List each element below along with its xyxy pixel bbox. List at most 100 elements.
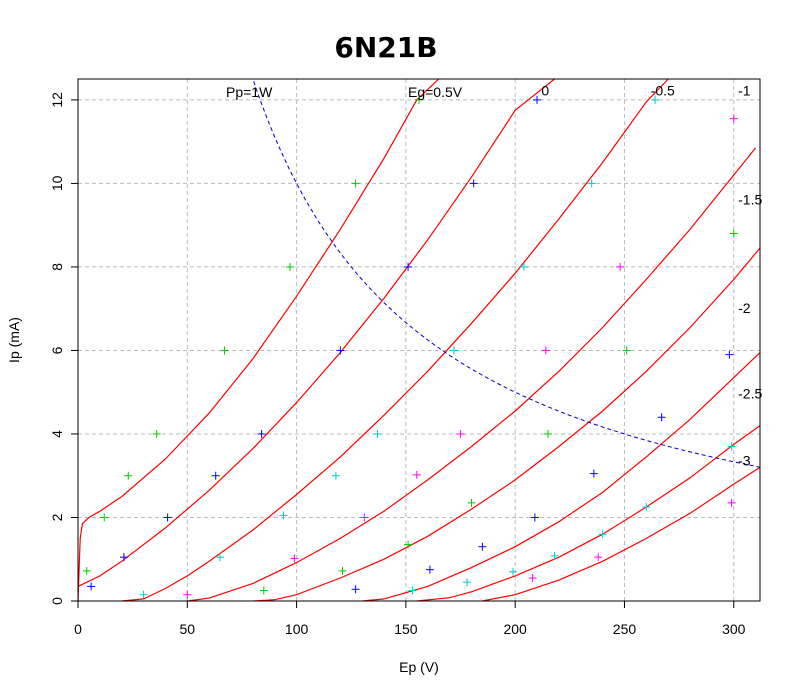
y-tick-label: 10 (49, 175, 65, 191)
measured-point (622, 346, 631, 355)
measured-point (373, 429, 382, 438)
x-tick-label: 100 (285, 621, 309, 637)
measured-point (290, 554, 299, 563)
grid-lines (77, 79, 760, 602)
plate-curve (78, 79, 440, 601)
plate-curve (78, 79, 555, 587)
y-tick-label: 0 (49, 597, 65, 605)
measured-point (404, 262, 413, 271)
measured-point (279, 511, 288, 520)
chart-title: 6N21B (334, 31, 437, 64)
measured-point (220, 346, 229, 355)
measured-point (351, 585, 360, 594)
x-axis-ticks: 0 50 100 150 200 250 300 (74, 601, 746, 637)
measured-point (657, 413, 666, 422)
curve-label: -1.5 (738, 191, 762, 207)
measured-point (82, 566, 91, 575)
measured-point (463, 578, 472, 587)
plate-curves (78, 79, 760, 601)
measured-points (82, 95, 738, 599)
measured-point (651, 95, 660, 104)
power-limit-curve (252, 79, 760, 468)
measured-point (727, 498, 736, 507)
plate-curve (252, 247, 760, 601)
measured-point (456, 429, 465, 438)
measured-point (360, 513, 369, 522)
measured-point (211, 471, 220, 480)
measured-point (259, 586, 268, 595)
x-tick-label: 200 (503, 621, 527, 637)
measured-point (257, 429, 266, 438)
measured-point (727, 442, 736, 451)
measured-point (594, 553, 603, 562)
measured-point (286, 262, 295, 271)
plate-curve (416, 425, 760, 601)
measured-point (100, 513, 109, 522)
y-tick-label: 2 (49, 513, 65, 521)
measured-point (541, 346, 550, 355)
measured-point (519, 262, 528, 271)
measured-point (469, 179, 478, 188)
measured-point (729, 229, 738, 238)
measured-point (163, 513, 172, 522)
measured-point (725, 350, 734, 359)
measured-point (338, 566, 347, 575)
measured-point (530, 513, 539, 522)
curve-label: -2 (738, 300, 751, 316)
measured-point (124, 471, 133, 480)
plate-curve (362, 352, 760, 601)
measured-point (550, 551, 559, 560)
measured-point (543, 429, 552, 438)
plate-curve (482, 466, 760, 601)
measured-point (331, 471, 340, 480)
measured-point (408, 586, 417, 595)
measured-point (425, 565, 434, 574)
measured-point (587, 179, 596, 188)
y-tick-label: 8 (49, 263, 65, 271)
curve-label: -3 (738, 452, 751, 468)
measured-point (87, 582, 96, 591)
measured-point (412, 470, 421, 479)
measured-point (508, 567, 517, 576)
x-tick-label: 300 (722, 621, 746, 637)
measured-point (467, 498, 476, 507)
x-tick-label: 50 (180, 621, 196, 637)
curve-label: -0.5 (651, 83, 675, 99)
measured-point (152, 429, 161, 438)
curve-label: -1 (738, 83, 751, 99)
measured-point (616, 262, 625, 271)
plate-curve (121, 79, 669, 601)
measured-point (119, 553, 128, 562)
measured-point (449, 346, 458, 355)
curve-labels: 0 -0.5 -1 -1.5 -2 -2.5 -3 (541, 83, 762, 469)
y-tick-label: 12 (49, 92, 65, 108)
curve-label: -2.5 (738, 385, 762, 401)
measured-point (528, 574, 537, 583)
measured-point (216, 553, 225, 562)
measured-point (729, 114, 738, 123)
measured-point (183, 590, 192, 599)
y-axis-label: Ip (mA) (6, 317, 22, 363)
plate-curve (187, 147, 757, 601)
plot-frame (77, 78, 761, 602)
measured-point (139, 590, 148, 599)
x-tick-label: 0 (74, 621, 82, 637)
curve-label: 0 (541, 83, 549, 99)
measured-point (351, 179, 360, 188)
measured-point (589, 469, 598, 478)
x-tick-label: 150 (394, 621, 418, 637)
y-tick-label: 4 (49, 430, 65, 438)
x-axis-label: Ep (V) (399, 659, 439, 675)
y-tick-label: 6 (49, 346, 65, 354)
power-label: Pp=1W (226, 84, 273, 100)
measured-point (336, 346, 345, 355)
x-tick-label: 250 (613, 621, 637, 637)
measured-point (598, 530, 607, 539)
measured-point (478, 542, 487, 551)
grid-voltage-label: Eg=0.5V (408, 84, 463, 100)
measured-point (533, 95, 542, 104)
measured-point (404, 540, 413, 549)
measured-point (642, 503, 651, 512)
y-axis-ticks: 0 2 4 6 8 10 12 (49, 92, 78, 605)
